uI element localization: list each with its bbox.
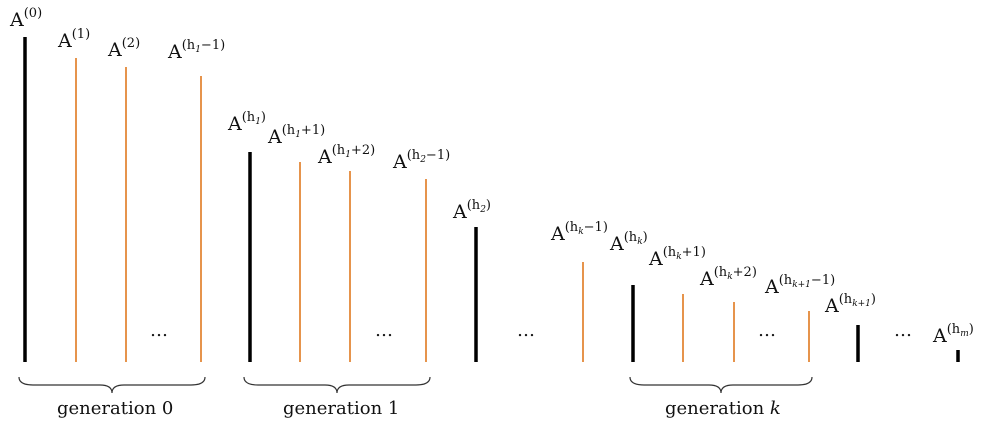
label-base: A: [609, 233, 624, 255]
ellipsis: …: [894, 320, 912, 341]
label-superscript: (h: [714, 265, 728, 280]
label-subscript: k+1: [852, 299, 871, 309]
generation-label: generation 0: [57, 398, 173, 419]
label-subscript: k: [578, 227, 583, 237]
label-superscript: (0): [24, 6, 42, 21]
label-subscript: 1: [295, 130, 301, 140]
label-base: A: [550, 223, 565, 245]
label-superscript-tail: +2): [733, 265, 757, 280]
ellipsis: …: [150, 320, 168, 341]
label-subscript: 2: [479, 205, 486, 215]
bar-label: A(hm): [932, 322, 974, 347]
labels-layer: A(0)A(1)A(2) A(h1−1)A(h1)A(h1+1)A(h1+2)A(…: [9, 6, 974, 347]
label-superscript: (h: [565, 220, 579, 235]
label-base: A: [932, 325, 947, 347]
label-base: A: [267, 126, 282, 148]
label-superscript-tail: −1): [201, 38, 225, 53]
label-subscript: k: [637, 237, 642, 247]
ellipsis: …: [375, 320, 393, 341]
bar-label: A(0): [9, 6, 42, 31]
bar-label: A(h1−1): [167, 38, 225, 63]
generation-label: generation k: [665, 398, 781, 419]
label-superscript-tail: ): [643, 230, 648, 245]
label-base: A: [699, 268, 714, 290]
generation-brace: [18, 376, 206, 394]
label-superscript-tail: ): [871, 292, 876, 307]
label-base: A: [227, 113, 242, 135]
generation-label: generation 1: [283, 398, 399, 419]
label-subscript: 1: [345, 150, 351, 160]
bar-label: A(hk): [609, 230, 648, 255]
bar-label: A(hk+1): [824, 292, 876, 317]
label-superscript-tail: +1): [301, 123, 325, 138]
braces-layer: [18, 376, 813, 394]
generation-labels-layer: generation 0 generation 1 generation k: [57, 398, 781, 419]
label-subscript: k: [676, 252, 681, 262]
label-superscript: (h: [624, 230, 638, 245]
bar-label: A(hk−1): [550, 220, 608, 245]
bar-label: A(hk+2): [699, 265, 757, 290]
label-superscript: (h: [663, 245, 677, 260]
label-base: A: [317, 146, 332, 168]
label-subscript: m: [960, 329, 969, 339]
bar-label: A(h1): [227, 110, 266, 135]
ellipsis: …: [517, 320, 535, 341]
label-subscript: 1: [255, 117, 261, 127]
bar-label: A(hk+1−1): [764, 273, 835, 298]
label-superscript: (h: [282, 123, 296, 138]
label-superscript-tail: ): [969, 322, 974, 337]
label-superscript: (h: [947, 322, 961, 337]
label-subscript: 1: [195, 45, 201, 55]
label-superscript-tail: −1): [426, 148, 450, 163]
label-superscript-tail: −1): [811, 273, 835, 288]
generation-brace: [629, 376, 813, 394]
label-superscript: (h: [779, 273, 793, 288]
label-superscript: (h: [467, 198, 481, 213]
label-superscript-tail: ): [261, 110, 266, 125]
label-subscript: 2: [419, 155, 426, 165]
label-base: A: [452, 201, 467, 223]
label-superscript: (h: [332, 143, 346, 158]
label-superscript: (h: [242, 110, 256, 125]
label-subscript: k: [727, 272, 732, 282]
label-base: A: [648, 248, 663, 270]
label-base: A: [9, 9, 24, 31]
bars-layer: [23, 37, 960, 362]
bar-label: A(h2): [452, 198, 491, 223]
bar-label: A(2): [107, 36, 140, 61]
label-superscript: (h: [182, 38, 196, 53]
label-superscript-tail: ): [486, 198, 491, 213]
label-base: A: [824, 295, 839, 317]
label-base: A: [392, 151, 407, 173]
label-superscript: (2): [122, 36, 140, 51]
bar-label: A(hk+1): [648, 245, 706, 270]
label-base: A: [57, 30, 72, 52]
bar-label: A(h1+1): [267, 123, 325, 148]
ellipsis-layer: … … … … …: [150, 320, 912, 341]
label-superscript-tail: +2): [351, 143, 375, 158]
label-base: A: [167, 41, 182, 63]
label-subscript: k+1: [792, 280, 811, 290]
label-superscript: (1): [72, 27, 90, 42]
label-superscript-tail: −1): [584, 220, 608, 235]
bar-label: A(h1+2): [317, 143, 375, 168]
bar-label: A(h2−1): [392, 148, 450, 173]
label-superscript-tail: +1): [682, 245, 706, 260]
label-base: A: [107, 39, 122, 61]
generation-brace: [243, 376, 431, 394]
bar-label: A(1): [57, 27, 90, 52]
label-superscript: (h: [839, 292, 853, 307]
label-base: A: [764, 276, 779, 298]
ellipsis: …: [758, 320, 776, 341]
label-superscript: (h: [407, 148, 421, 163]
